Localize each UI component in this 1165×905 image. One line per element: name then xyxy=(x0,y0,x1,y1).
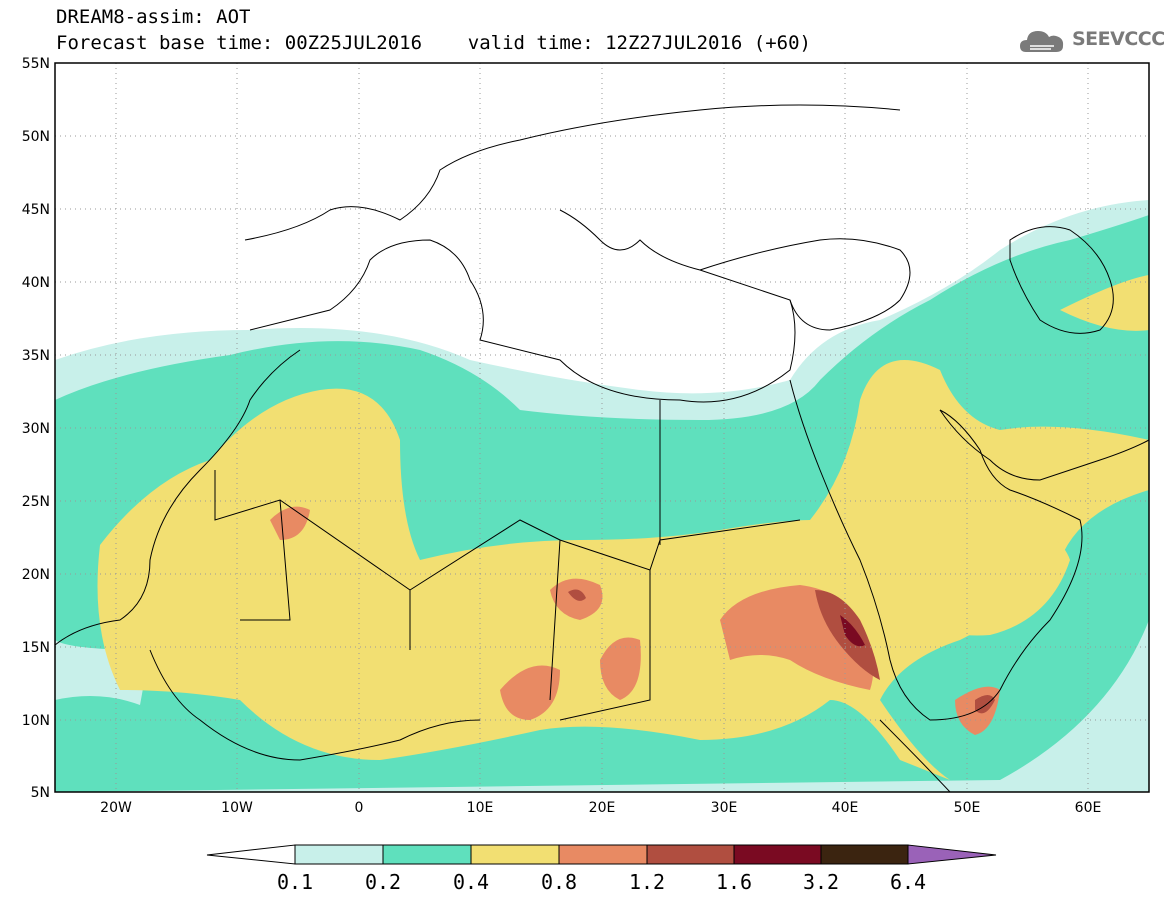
colorbar-label: 0.8 xyxy=(540,870,578,894)
colorbar-label: 0.4 xyxy=(452,870,490,894)
lat-label: 40N xyxy=(22,275,50,291)
lat-label: 50N xyxy=(22,129,50,145)
colorbar-label: 1.6 xyxy=(715,870,753,894)
colorbar-swatch xyxy=(820,844,909,865)
forecast-time-line: Forecast base time: 00Z25JUL2016 valid t… xyxy=(56,32,811,54)
lon-label: 40E xyxy=(832,800,859,816)
colorbar-swatch xyxy=(470,844,560,865)
lon-axis: 20W 10W 0 10E 20E 30E 40E 50E 60E xyxy=(100,800,1101,816)
map-title: DREAM8-assim: AOT xyxy=(56,6,251,28)
aot-band-0.8 xyxy=(500,665,560,720)
colorbar-label: 0.1 xyxy=(276,870,314,894)
lon-label: 0 xyxy=(355,800,364,816)
lat-label: 35N xyxy=(22,348,50,364)
lat-label: 55N xyxy=(22,56,50,72)
aot-band-1.2 xyxy=(568,589,586,601)
aot-band-1.6 xyxy=(840,615,865,647)
colorbar-swatch xyxy=(646,844,735,865)
map-frame xyxy=(54,62,1150,793)
aot-band-0.4 xyxy=(97,360,1149,780)
colorbar-label: 1.2 xyxy=(628,870,666,894)
aot-band-0.8 xyxy=(270,506,310,540)
logo-text: SEEVCCC xyxy=(1072,28,1165,50)
lat-label: 5N xyxy=(31,785,50,801)
colorbar-swatch xyxy=(294,844,384,865)
colorbar-swatch xyxy=(733,844,822,865)
lon-label: 50E xyxy=(954,800,981,816)
lat-label: 45N xyxy=(22,202,50,218)
colorbar-label: 0.2 xyxy=(364,870,402,894)
colorbar-label: 3.2 xyxy=(802,870,840,894)
aot-band-0.4 xyxy=(1060,275,1149,331)
colorbar-swatch xyxy=(558,844,648,865)
aot-band-0.4 xyxy=(908,515,1070,636)
lon-label: 10E xyxy=(467,800,494,816)
colorbar xyxy=(206,844,997,865)
lat-label: 10N xyxy=(22,713,50,729)
lon-label: 60E xyxy=(1075,800,1102,816)
colorbar-under-arrow xyxy=(206,844,296,865)
colorbar-swatch xyxy=(382,844,472,865)
colorbar-over-arrow xyxy=(907,844,997,865)
lon-label: 20E xyxy=(589,800,616,816)
lat-label: 15N xyxy=(22,640,50,656)
aot-band-0.8 xyxy=(600,637,641,700)
lon-label: 20W xyxy=(100,800,132,816)
lat-label: 30N xyxy=(22,421,50,437)
lat-axis: 55N 50N 45N 40N 35N 30N 25N 20N 15N 10N … xyxy=(22,56,50,801)
colorbar-label: 6.4 xyxy=(889,870,927,894)
lon-label: 30E xyxy=(711,800,738,816)
lat-label: 20N xyxy=(22,567,50,583)
coastlines xyxy=(55,104,1149,792)
lon-label: 10W xyxy=(221,800,253,816)
lat-label: 25N xyxy=(22,494,50,510)
cloud-icon xyxy=(1020,31,1064,52)
